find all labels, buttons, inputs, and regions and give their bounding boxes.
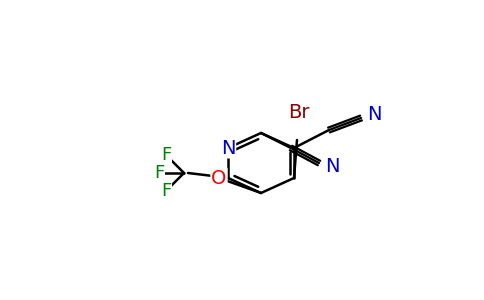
Text: N: N [325,157,339,175]
Text: O: O [212,169,227,188]
Text: F: F [161,182,171,200]
Text: N: N [367,106,381,124]
Text: Br: Br [288,103,310,122]
Text: N: N [221,139,235,158]
Text: F: F [154,164,164,182]
Text: F: F [161,146,171,164]
